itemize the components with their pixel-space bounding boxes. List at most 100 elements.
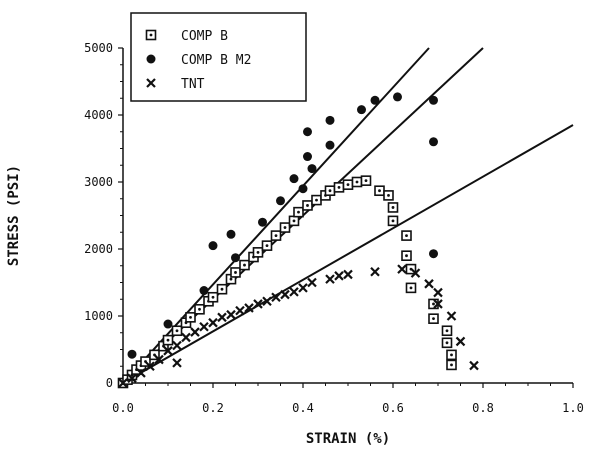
marker-stroke	[145, 361, 155, 372]
marker-stroke	[208, 317, 218, 328]
data-point	[289, 287, 299, 297]
marker-dot	[387, 194, 390, 197]
data-point	[429, 95, 438, 105]
data-point	[387, 215, 399, 227]
data-point	[279, 222, 291, 233]
data-point	[307, 277, 317, 288]
marker-dot	[166, 338, 170, 342]
marker-stroke	[446, 311, 457, 321]
data-point	[226, 309, 236, 320]
data-point	[469, 360, 479, 371]
data-point	[199, 321, 209, 332]
marker-stroke	[217, 312, 227, 323]
data-point	[429, 249, 438, 259]
marker-dot	[265, 244, 269, 248]
marker-stroke	[469, 360, 479, 371]
data-point	[397, 264, 407, 274]
marker-stroke	[226, 309, 236, 320]
marker-dot	[328, 189, 332, 193]
data-point	[239, 259, 250, 271]
marker-dot	[355, 180, 359, 184]
y-tick-label: 2000	[84, 242, 113, 256]
data-point	[401, 250, 412, 261]
data-point	[181, 332, 191, 343]
data-point	[446, 311, 457, 321]
marker-dot	[450, 353, 453, 357]
data-point	[252, 247, 264, 258]
marker-stroke	[397, 264, 407, 274]
data-point	[334, 271, 344, 281]
data-point	[154, 354, 164, 365]
marker-stroke	[146, 78, 156, 88]
marker-dot	[445, 329, 449, 333]
marker-stroke	[334, 271, 344, 281]
data-point	[325, 140, 335, 150]
marker-dot	[450, 363, 453, 367]
data-point	[258, 217, 267, 227]
data-point	[428, 313, 439, 324]
marker-stroke	[136, 368, 146, 378]
marker-dot	[405, 254, 408, 258]
legend-box	[130, 12, 307, 102]
data-point	[429, 137, 438, 147]
data-point	[118, 378, 128, 388]
legend-item: COMP B M2	[146, 53, 251, 68]
legend-marker	[146, 78, 156, 88]
marker-stroke	[307, 277, 317, 288]
legend-items: COMP B COMP B M2 TNT	[145, 29, 251, 92]
marker-stroke	[343, 269, 353, 280]
marker-stroke	[127, 373, 137, 384]
data-point	[270, 230, 282, 241]
marker-stroke	[244, 303, 254, 313]
data-point	[342, 179, 354, 190]
x-tick-label: 0.6	[382, 401, 404, 415]
data-point	[325, 274, 335, 284]
marker-dot	[211, 295, 215, 299]
marker-dot	[391, 219, 395, 223]
data-point	[185, 312, 196, 323]
marker-stroke	[163, 346, 173, 356]
marker-stroke	[455, 336, 466, 347]
data-point	[271, 292, 281, 303]
marker-dot	[315, 198, 318, 202]
x-tick-label: 1.0	[562, 401, 584, 415]
data-point	[370, 95, 380, 105]
data-point	[194, 303, 205, 315]
data-point	[261, 240, 273, 251]
data-point	[298, 283, 308, 293]
y-axis-title: STRESS (PSI)	[6, 165, 22, 266]
data-point	[216, 283, 228, 295]
series-tnt	[118, 264, 479, 388]
legend-label: TNT	[181, 77, 205, 92]
marker-stroke	[289, 287, 299, 297]
marker-stroke	[181, 332, 191, 343]
data-point	[410, 268, 421, 278]
legend: COMP B COMP B M2 TNT	[130, 12, 307, 102]
data-point	[387, 202, 399, 213]
legend-marker	[146, 54, 156, 64]
marker-stroke	[280, 289, 290, 300]
data-point	[351, 176, 363, 188]
data-point	[172, 340, 182, 351]
data-point	[276, 196, 285, 206]
marker-dot	[175, 329, 179, 333]
data-point	[235, 305, 245, 316]
data-point	[401, 230, 412, 241]
x-tick-label: 0.8	[472, 401, 494, 415]
data-point	[280, 289, 290, 300]
data-point	[217, 312, 227, 323]
data-point	[293, 206, 304, 218]
y-tick-label: 1000	[84, 309, 113, 323]
data-point	[231, 253, 240, 263]
data-point	[333, 182, 345, 193]
marker-dot	[229, 277, 233, 281]
marker-dot	[234, 271, 237, 274]
data-point	[288, 215, 300, 227]
legend-marker	[145, 29, 157, 41]
data-point	[244, 303, 254, 313]
data-point	[226, 229, 236, 239]
data-point	[208, 317, 218, 328]
y-tick-label: 0	[106, 376, 113, 390]
y-ticks: 0 1000 2000 3000 4000 5000	[84, 41, 123, 390]
marker-stroke	[433, 299, 443, 309]
